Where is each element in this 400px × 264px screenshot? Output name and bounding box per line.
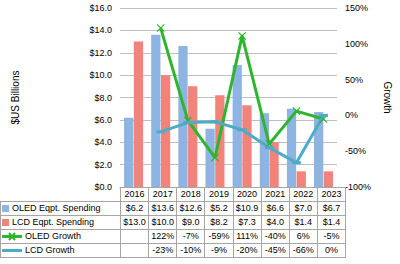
html-text:2021: 2021 [265,189,286,199]
html-text:-10%: -10% [180,245,202,255]
html-text:$13.0: $13.0 [123,217,146,227]
html-text:111%: 111% [236,231,258,241]
html-text:2020: 2020 [237,189,258,199]
html-text:0%: 0% [324,245,338,255]
svg-text:$8.0: $8.0 [94,93,112,103]
html-text:2023: 2023 [321,189,342,199]
html-text:OLED Eqpt. Spending: OLED Eqpt. Spending [12,203,101,213]
html-text:$6.2: $6.2 [125,203,144,213]
svg-text:-100%: -100% [345,182,371,192]
svg-text:Growth: Growth [382,81,393,113]
svg-text:100%: 100% [345,39,368,49]
html-text:2017: 2017 [152,189,173,199]
html-text:$7.0: $7.0 [294,203,313,213]
html-text:-20%: -20% [236,245,258,255]
svg-text:-50%: -50% [345,146,366,156]
html-text:$10.0: $10.0 [151,217,174,227]
svg-text:$12.0: $12.0 [89,48,112,58]
html-text:$4.0: $4.0 [266,217,284,227]
html-text:-66%: -66% [292,245,314,255]
html-text:$10.9: $10.9 [235,203,259,213]
html-text:$1.4: $1.4 [294,217,313,227]
html-text:$6.6: $6.6 [266,203,284,213]
svg-text:$4.0: $4.0 [94,137,112,147]
svg-text:50%: 50% [345,75,363,85]
svg-text:$16.0: $16.0 [89,3,112,13]
svg-text:$14.0: $14.0 [89,25,112,35]
svg-text:0%: 0% [345,110,358,120]
html-text:2018: 2018 [180,189,201,199]
html-text:122%: 122% [151,231,175,241]
html-text:$6.7: $6.7 [322,203,341,213]
html-text:2019: 2019 [208,189,229,199]
html-text:$12.6: $12.6 [179,203,203,213]
html-text:-40%: -40% [264,231,286,241]
html-text:$5.2: $5.2 [210,203,228,213]
svg-text:$10.0: $10.0 [89,70,112,80]
html-text:-23%: -23% [152,245,174,255]
svg-text:$6.0: $6.0 [94,115,112,125]
svg-text:$0.0: $0.0 [94,182,112,192]
html-text:LCD Eqpt. Spending: LCD Eqpt. Spending [12,217,95,227]
html-text:2022: 2022 [293,189,314,199]
html-text:-5%: -5% [323,231,340,241]
html-text:OLED Growth: OLED Growth [25,231,81,241]
html-text:LCD Growth: LCD Growth [25,245,75,255]
html-text:$7.3: $7.3 [238,217,256,227]
html-text:$8.2: $8.2 [210,217,228,227]
html-text:-7%: -7% [182,231,199,241]
html-text:$13.6: $13.6 [151,203,174,213]
svg-text:150%: 150% [345,3,368,13]
html-text:-45%: -45% [264,245,286,255]
html-text:$9.0: $9.0 [182,217,200,227]
html-text:2016: 2016 [124,189,145,199]
svg-text:$US Billions: $US Billions [10,71,21,125]
html-text:$1.4: $1.4 [322,217,341,227]
svg-text:$2.0: $2.0 [94,160,112,170]
html-text:6%: 6% [296,231,310,241]
html-text:-59%: -59% [208,231,230,241]
html-text:-9%: -9% [210,245,227,255]
